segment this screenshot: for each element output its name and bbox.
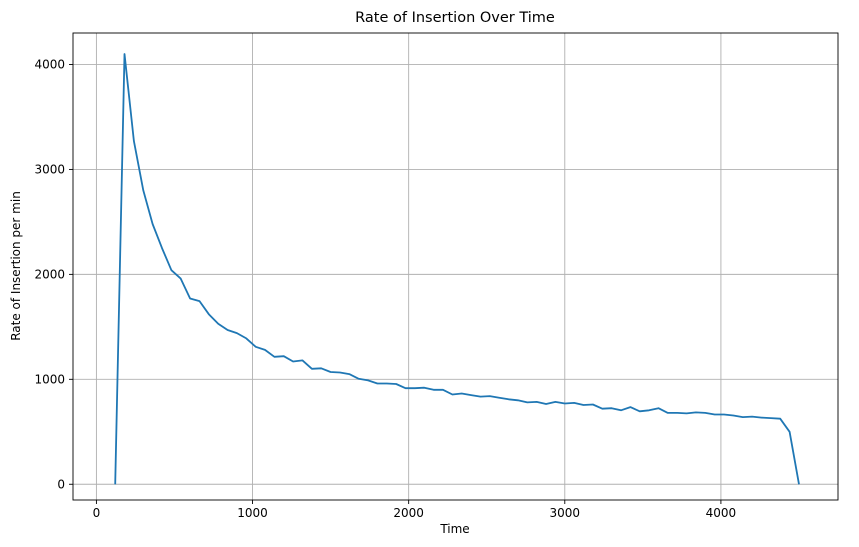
- y-tick-label: 3000: [34, 162, 65, 176]
- plot-frame: [72, 32, 839, 501]
- x-tick-label: 3000: [550, 506, 581, 520]
- x-axis-label: Time: [439, 522, 469, 536]
- y-axis-label: Rate of Insertion per min: [9, 191, 23, 341]
- y-tick-label: 0: [57, 477, 65, 491]
- x-tick-label: 2000: [393, 506, 424, 520]
- series-group: [114, 53, 800, 485]
- x-tick-label: 1000: [237, 506, 268, 520]
- y-tick-label: 4000: [34, 57, 65, 71]
- x-tick-label: 0: [93, 506, 101, 520]
- y-axis-ticks: 0 1000 2000 3000 4000: [34, 57, 73, 491]
- chart-title: Rate of Insertion Over Time: [355, 10, 555, 26]
- x-axis-ticks: 0 1000 2000 3000 4000: [93, 500, 737, 520]
- x-tick-label: 4000: [706, 506, 737, 520]
- grid-lines: [73, 33, 838, 500]
- y-tick-label: 1000: [34, 372, 65, 386]
- y-tick-label: 2000: [34, 267, 65, 281]
- series-line: [114, 53, 800, 485]
